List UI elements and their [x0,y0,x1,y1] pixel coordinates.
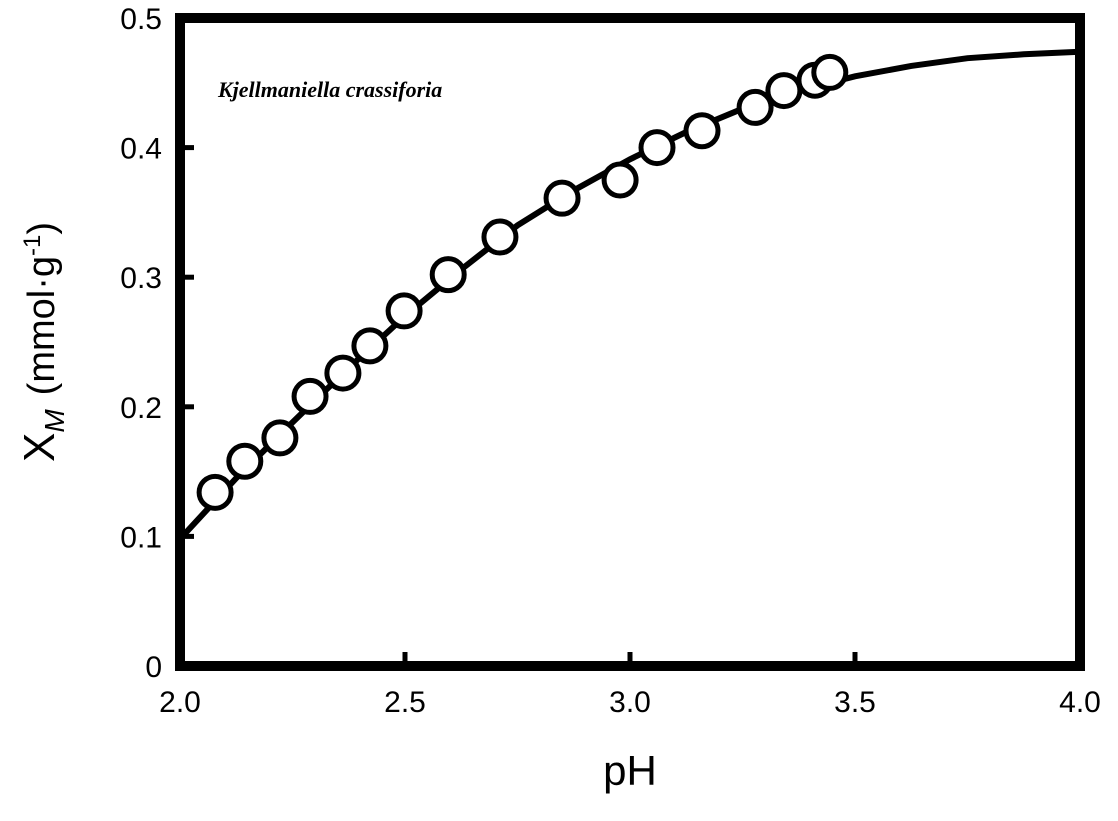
x-tick-label: 4.0 [1059,686,1101,719]
y-tick-label: 0.2 [120,392,162,425]
data-point [324,354,362,392]
y-tick-label: 0.1 [120,521,162,554]
x-tick-label: 3.5 [834,686,876,719]
y-axis-label: XM (mmol·g-1) [15,222,70,462]
data-point [601,161,639,199]
data-point [811,53,849,91]
y-label-units: (mmol·g [21,256,63,395]
data-point [351,327,389,365]
y-label-symbol: X [15,433,64,462]
x-tick-label: 2.5 [384,686,426,719]
data-point [226,442,264,480]
y-tick-label: 0.4 [120,133,162,166]
data-point [481,218,519,256]
y-tick-label: 0.3 [120,262,162,295]
x-tick-label: 3.0 [609,686,651,719]
y-label-subscript: M [39,409,70,433]
y-label-close: ) [21,222,63,235]
fit-curve [177,48,1081,542]
data-point [261,419,299,457]
x-tick-label: 2.0 [159,686,201,719]
data-point [736,88,774,126]
data-point [385,292,423,330]
y-label-superscript: -1 [19,235,46,256]
data-point [429,256,467,294]
annotation: Kjellmaniella crassiforia [217,77,442,102]
data-point [638,129,676,167]
data-point [765,72,803,110]
data-point [196,473,234,511]
x-axis-label: pH [603,747,657,794]
data-point [291,377,329,415]
data-point [543,179,581,217]
y-tick-label: 0.5 [120,3,162,36]
plot-frame [175,13,1085,671]
y-tick-label: 0 [145,651,162,684]
data-point [683,112,721,150]
